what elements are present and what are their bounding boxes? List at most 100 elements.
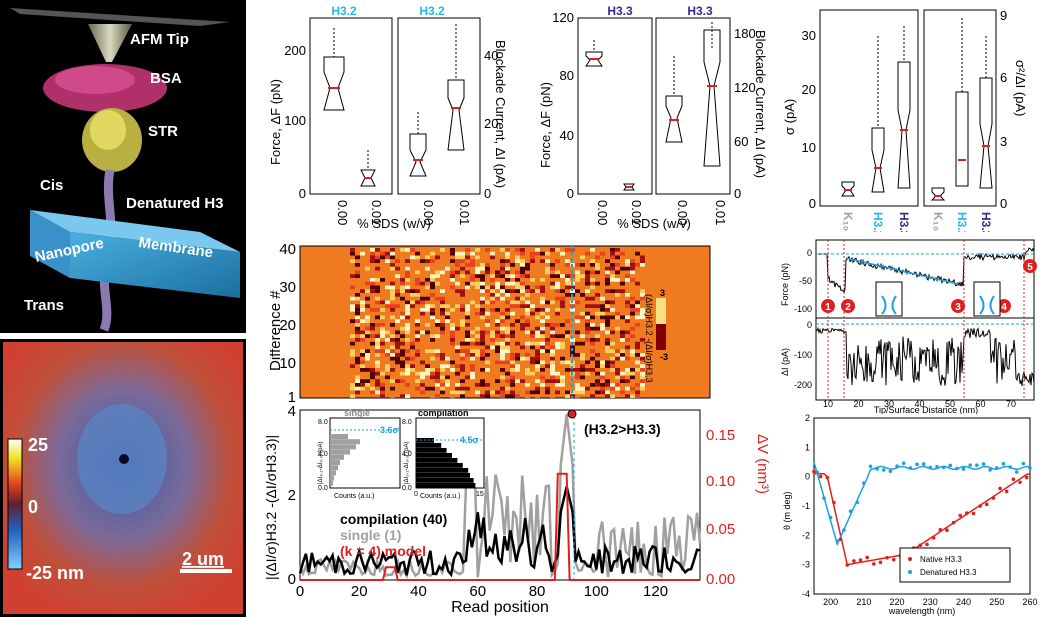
heatmap-cell <box>610 390 615 395</box>
heatmap-cell <box>550 356 555 361</box>
heatmap-cell <box>605 360 610 365</box>
heatmap-cell <box>500 364 505 368</box>
heatmap-cell <box>460 338 465 342</box>
heatmap-cell <box>505 364 510 368</box>
heatmap-cell <box>455 345 460 350</box>
heatmap-cell <box>580 311 585 316</box>
heatmap-cell <box>480 285 485 290</box>
heatmap-cell <box>355 263 360 267</box>
i-native-point <box>1024 475 1029 480</box>
inset-bar <box>416 453 452 458</box>
heatmap-cell <box>525 281 530 286</box>
i-xtick: 230 <box>923 597 938 607</box>
heatmap-cell <box>475 281 480 286</box>
heatmap-cell <box>365 349 370 353</box>
heatmap-cell <box>550 281 555 286</box>
heatmap-cell <box>550 349 555 353</box>
heatmap-cell <box>515 255 520 260</box>
heatmap-cell <box>485 289 490 293</box>
heatmap-cell <box>415 334 420 338</box>
c-axes-right <box>397 17 481 195</box>
i-native-point <box>965 511 969 515</box>
heatmap-cell <box>395 356 400 361</box>
heatmap-cell <box>375 308 380 312</box>
heatmap-cell <box>415 278 420 282</box>
i-native-point <box>951 520 956 525</box>
heatmap-cell <box>600 353 605 357</box>
heatmap-cell <box>520 356 525 361</box>
heatmap-cell <box>465 334 470 338</box>
heatmap-cell <box>535 360 540 365</box>
heatmap-cell <box>530 255 535 260</box>
i-denatured-point <box>961 467 966 471</box>
heatmap-cell <box>385 368 390 372</box>
heatmap-cell <box>520 251 525 256</box>
heatmap-cell <box>360 338 365 342</box>
heatmap-cell <box>485 266 490 271</box>
heatmap-cell <box>610 386 615 391</box>
e-xtick-k100: K₁₀₀ <box>931 212 945 232</box>
heatmap-cell <box>515 289 520 293</box>
inset-comp-ytick: 0.0 <box>402 485 412 492</box>
c-ytick-right: 0 <box>484 186 491 201</box>
heatmap-cell <box>610 356 615 361</box>
heatmap-cell <box>565 368 570 372</box>
heatmap-cell <box>480 289 485 293</box>
heatmap-cell <box>485 360 490 365</box>
heatmap-cell <box>350 311 355 316</box>
h-schematic-b <box>973 281 1001 317</box>
heatmap-cell <box>595 334 600 338</box>
heatmap-cell <box>560 334 565 338</box>
heatmap-cell <box>500 285 505 290</box>
heatmap-cell <box>375 323 380 327</box>
heatmap-cell <box>595 266 600 271</box>
heatmap-cell <box>410 289 415 293</box>
heatmap-cell <box>585 311 590 316</box>
heatmap-cell <box>510 330 515 335</box>
afm-cbar-top: 25 <box>28 435 48 455</box>
g-xtick: 120 <box>643 583 668 600</box>
panel-e-sigma-boxplots: 30 20 10 0 9 6 3 0 K₁₀₀ H3.2 H3.3 K₁₀₀ H… <box>776 0 1042 238</box>
heatmap-cell <box>490 285 495 290</box>
heatmap-cell <box>490 289 495 293</box>
heatmap-cell <box>525 266 530 271</box>
heatmap-cell <box>610 300 615 305</box>
heatmap-cell <box>605 259 610 263</box>
heatmap-cell <box>490 278 495 282</box>
i-xtick: 250 <box>989 597 1004 607</box>
heatmap-cell <box>640 259 645 263</box>
heatmap-cell <box>555 379 560 383</box>
heatmap-cell <box>625 338 630 342</box>
inset-comp-xlabel: Counts (a.u.) <box>420 493 460 500</box>
heatmap-cell <box>365 368 370 372</box>
heatmap-cell <box>430 251 435 256</box>
heatmap-cell <box>480 356 485 361</box>
label-afm-tip: AFM Tip <box>130 31 189 48</box>
heatmap-cell <box>550 323 555 327</box>
g-legend-single: single (1) <box>340 527 401 543</box>
heatmap-cell <box>375 364 380 368</box>
h-xtick: 60 <box>975 399 985 409</box>
heatmap-cell <box>365 315 370 320</box>
heatmap-cell <box>390 368 395 372</box>
heatmap-cell <box>505 345 510 350</box>
heatmap-cell <box>630 304 635 308</box>
heatmap-cell <box>600 364 605 368</box>
heatmap-cell <box>570 326 575 331</box>
heatmap-cell <box>550 300 555 305</box>
heatmap-cell <box>495 270 500 275</box>
heatmap-cell <box>390 379 395 383</box>
h-ytick-bottom: 0 <box>807 320 812 330</box>
heatmap-cell <box>540 334 545 338</box>
heatmap-cell <box>500 263 505 267</box>
heatmap-cell <box>485 334 490 338</box>
heatmap-cell <box>520 379 525 383</box>
heatmap-cell <box>480 334 485 338</box>
heatmap-cell <box>475 296 480 301</box>
heatmap-cell <box>605 383 610 387</box>
heatmap-cell <box>395 345 400 350</box>
heatmap-cell <box>500 375 505 380</box>
heatmap-cell <box>430 311 435 316</box>
heatmap-cell <box>635 323 640 327</box>
heatmap-cell <box>380 390 385 395</box>
